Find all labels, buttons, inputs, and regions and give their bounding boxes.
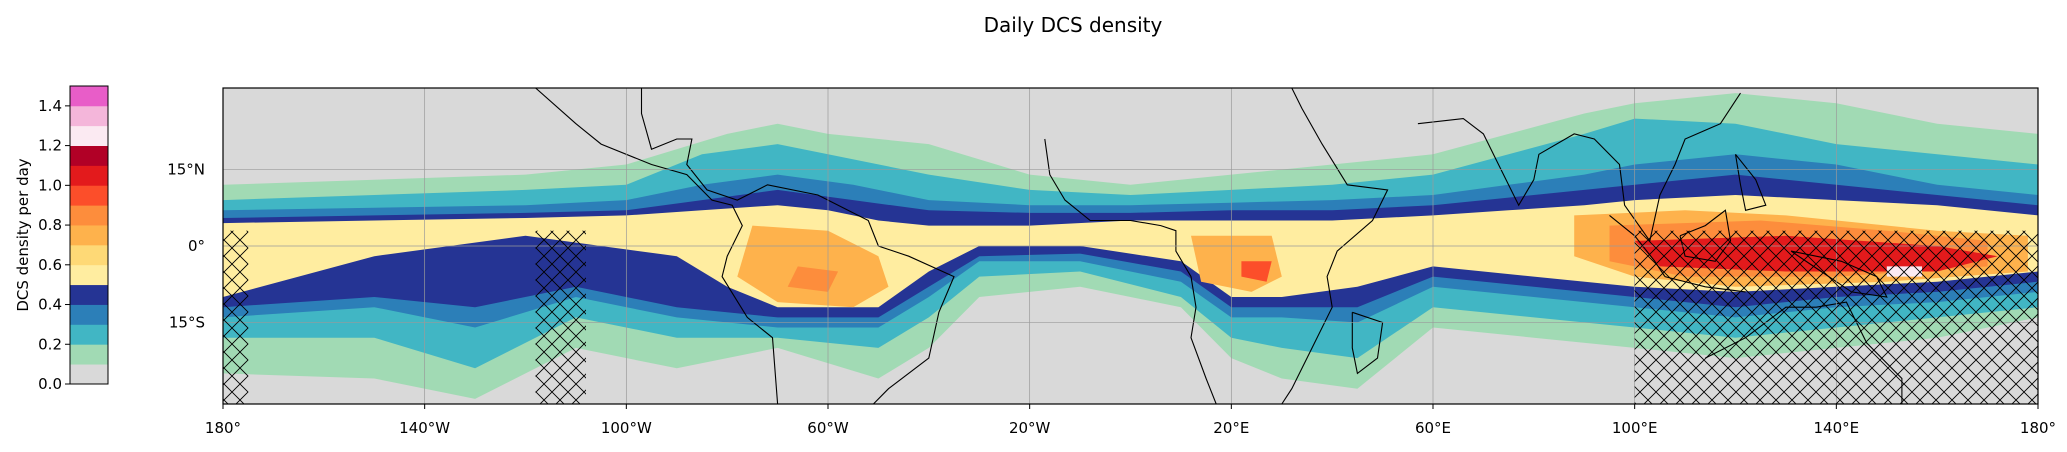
x-axis-ticks: 180° 140°W 100°W 60°W 20°W 20°E 60°E 100°E 140°E… — [205, 404, 2056, 437]
y-tick-label: 15°S — [169, 313, 205, 331]
colorbar-frame — [69, 85, 109, 385]
colorbar-level-5 — [70, 264, 108, 286]
x-tick-label: 20°E — [1213, 419, 1249, 437]
y-tick-label: 15°N — [167, 161, 205, 179]
coast-philippines — [1734, 153, 1767, 211]
colorbar-ticks: 0.0 0.2 0.4 0.6 0.8 1.0 1.2 1.4 — [38, 97, 70, 393]
map-panel: 180° 140°W 100°W 60°W 20°W 20°E 60°E 100°E 140°E… — [167, 87, 2056, 437]
colorbar-tick-label: 1.2 — [38, 137, 62, 155]
colorbar-level-13 — [70, 105, 108, 127]
colorbar-tick-label: 0.6 — [38, 256, 62, 274]
colorbar-tick-label: 1.0 — [38, 176, 62, 194]
x-tick-label: 180° — [2020, 419, 2056, 437]
colorbar-level-0 — [70, 364, 108, 385]
colorbar-tick-label: 0.8 — [38, 216, 62, 234]
colorbar-level-14 — [70, 86, 108, 107]
coast-asia-south — [1417, 92, 1741, 243]
coast-americas-east — [640, 88, 955, 404]
x-tick-label: 60°E — [1415, 419, 1451, 437]
hatched-regions — [223, 230, 2038, 404]
coast-africa-west — [1044, 138, 1217, 404]
colorbar-label: DCS density per day — [14, 158, 32, 311]
x-tick-label: 140°E — [1814, 419, 1860, 437]
colorbar-level-2 — [70, 324, 108, 345]
colorbar-level-12 — [70, 125, 108, 146]
figure-title: Daily DCS density — [984, 13, 1163, 37]
colorbar-level-7 — [70, 225, 108, 246]
x-tick-label: 100°W — [601, 419, 652, 437]
x-tick-label: 180° — [205, 419, 241, 437]
colorbar-level-6 — [70, 244, 108, 266]
map-frame — [222, 87, 2039, 405]
y-axis-ticks: 15°N 0° 15°S — [167, 161, 205, 332]
x-tick-label: 140°W — [399, 419, 450, 437]
colorbar-level-8 — [70, 205, 108, 226]
colorbar-level-1 — [70, 344, 108, 365]
amazon-peak — [787, 266, 839, 292]
coast-africa-east — [1281, 88, 1389, 404]
hatched-region-1 — [535, 230, 586, 404]
x-tick-label: 20°W — [1009, 419, 1051, 437]
colorbar-tick-label: 0.0 — [38, 375, 62, 393]
colorbar-level-4 — [70, 284, 108, 305]
congo-peak — [1241, 261, 1272, 282]
colorbar-level-3 — [70, 304, 108, 325]
colorbar-tick-label: 1.4 — [38, 97, 62, 115]
colorbar-level-10 — [70, 165, 108, 186]
colorbar-tick-label: 0.4 — [38, 296, 62, 314]
hatched-region-0 — [223, 230, 249, 404]
coast-americas-west — [535, 88, 779, 404]
colorbar-level-11 — [70, 145, 108, 166]
x-tick-label: 60°W — [807, 419, 849, 437]
colorbar — [69, 85, 109, 385]
colorbar-tick-label: 0.2 — [38, 335, 62, 353]
hatched-region-2 — [1634, 230, 2038, 404]
colorbar-level-9 — [70, 185, 108, 206]
coast-madagascar — [1351, 311, 1384, 375]
x-tick-label: 100°E — [1612, 419, 1658, 437]
y-tick-label: 0° — [188, 237, 205, 255]
